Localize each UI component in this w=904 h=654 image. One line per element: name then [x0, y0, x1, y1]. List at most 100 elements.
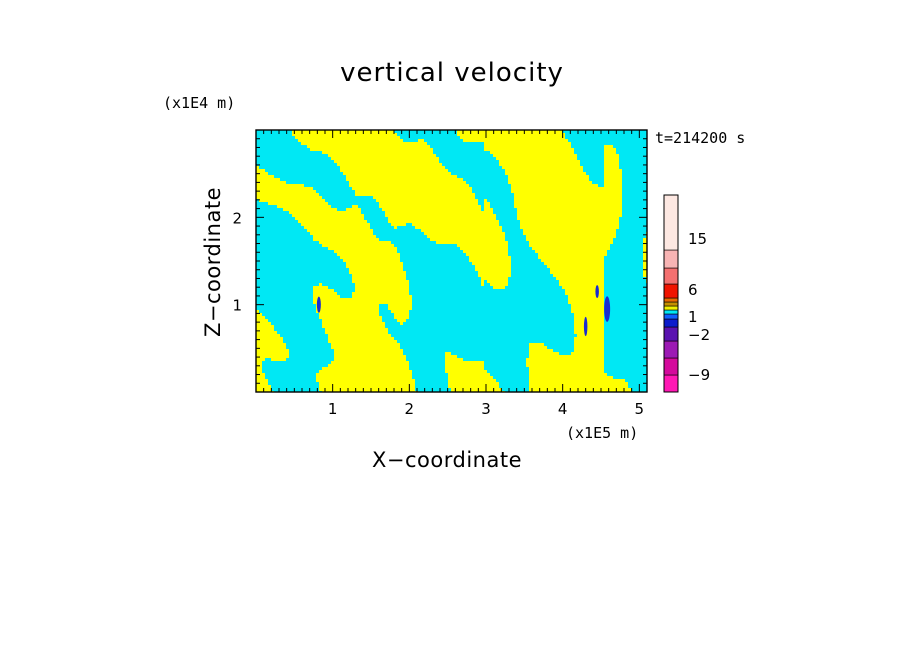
field-cell [352, 280, 409, 283]
colorbar-level [663, 309, 679, 315]
field-cell [379, 202, 478, 205]
field-cell [256, 322, 271, 325]
field-cell [256, 370, 262, 373]
field-cell [256, 184, 304, 187]
field-cell [292, 130, 394, 133]
field-cell [604, 148, 616, 151]
field-cell [529, 355, 604, 358]
field-cell [574, 343, 604, 346]
field-cell [451, 388, 502, 391]
field-cell [574, 316, 604, 319]
field-cell [514, 202, 622, 205]
field-cell [328, 340, 397, 343]
field-cell [256, 319, 268, 322]
field-cell [385, 211, 493, 214]
field-cell [505, 169, 583, 172]
field-cell [643, 238, 647, 241]
field-cell [469, 256, 511, 259]
field-cell [313, 238, 379, 241]
field-cell [322, 151, 433, 154]
field-cell [643, 256, 647, 259]
field-cell [256, 325, 274, 328]
field-cell [256, 385, 271, 388]
field-cell [355, 190, 472, 193]
field-cell [427, 235, 505, 238]
field-cell [319, 370, 412, 373]
field-cell [508, 178, 589, 181]
field-cell [301, 142, 427, 145]
field-cell [577, 334, 604, 337]
field-cell [523, 232, 616, 235]
field-cell [319, 382, 415, 385]
field-cell [340, 166, 445, 169]
field-cell [574, 319, 604, 322]
field-cell [568, 301, 604, 304]
field-cell [313, 298, 412, 301]
x-tick-label: 5 [635, 400, 645, 418]
colorbar-tick-label: 15 [688, 230, 707, 248]
field-cell [346, 262, 403, 265]
field-cell [529, 382, 628, 385]
field-cell [352, 292, 409, 295]
field-cell [307, 145, 430, 148]
field-cell [331, 157, 439, 160]
field-cell [604, 178, 622, 181]
field-cell [517, 214, 622, 217]
field-cell [565, 289, 604, 292]
field-cell [517, 208, 622, 211]
field-cell [295, 136, 400, 139]
field-cell [310, 232, 373, 235]
field-cell [517, 217, 619, 220]
colorbar-level [663, 249, 679, 269]
colorbar-frame [663, 194, 679, 393]
field-cell [352, 277, 406, 280]
field-cell [499, 160, 580, 163]
field-cell [445, 355, 457, 358]
field-cell [352, 187, 472, 190]
field-cell [604, 163, 619, 166]
field-cell [331, 346, 400, 349]
field-cell [256, 175, 274, 178]
y-axis-label: Z−coordinate [201, 187, 225, 337]
field-cell [313, 235, 376, 238]
field-cell [256, 169, 265, 172]
field-cell [292, 133, 397, 136]
field-cell [514, 205, 622, 208]
field-cell [397, 319, 406, 322]
field-cell [520, 220, 619, 223]
colorbar-level [663, 305, 679, 311]
field-cell [394, 313, 409, 316]
field-cell [496, 157, 577, 160]
field-cell [256, 373, 265, 376]
field-cell [352, 205, 358, 208]
field-cell [448, 379, 496, 382]
field-cell [505, 172, 586, 175]
field-cell [334, 355, 406, 358]
field-cell [571, 304, 604, 307]
field-feature [595, 285, 599, 298]
field-cell [334, 160, 439, 163]
field-cell [256, 187, 313, 190]
field-cell [526, 364, 604, 367]
field-cell [313, 295, 340, 298]
field-cell [529, 370, 604, 373]
field-cell [529, 352, 559, 355]
colorbar-tick-label: 6 [688, 281, 698, 299]
colorbar-level [663, 374, 679, 393]
field-cell [436, 241, 508, 244]
field-cell [256, 376, 265, 379]
field-cell [562, 286, 604, 289]
colorbar-tick-label: 1 [688, 308, 698, 326]
field-cell [256, 166, 259, 169]
field-cell [550, 268, 604, 271]
field-cell [388, 217, 496, 220]
field-cell [289, 211, 361, 214]
field-cell [256, 328, 274, 331]
field-cell [469, 259, 511, 262]
field-cell [544, 262, 604, 265]
field-cell [256, 361, 262, 364]
field-cell [256, 343, 286, 346]
field-cell [391, 310, 409, 313]
field-cell [514, 196, 622, 199]
